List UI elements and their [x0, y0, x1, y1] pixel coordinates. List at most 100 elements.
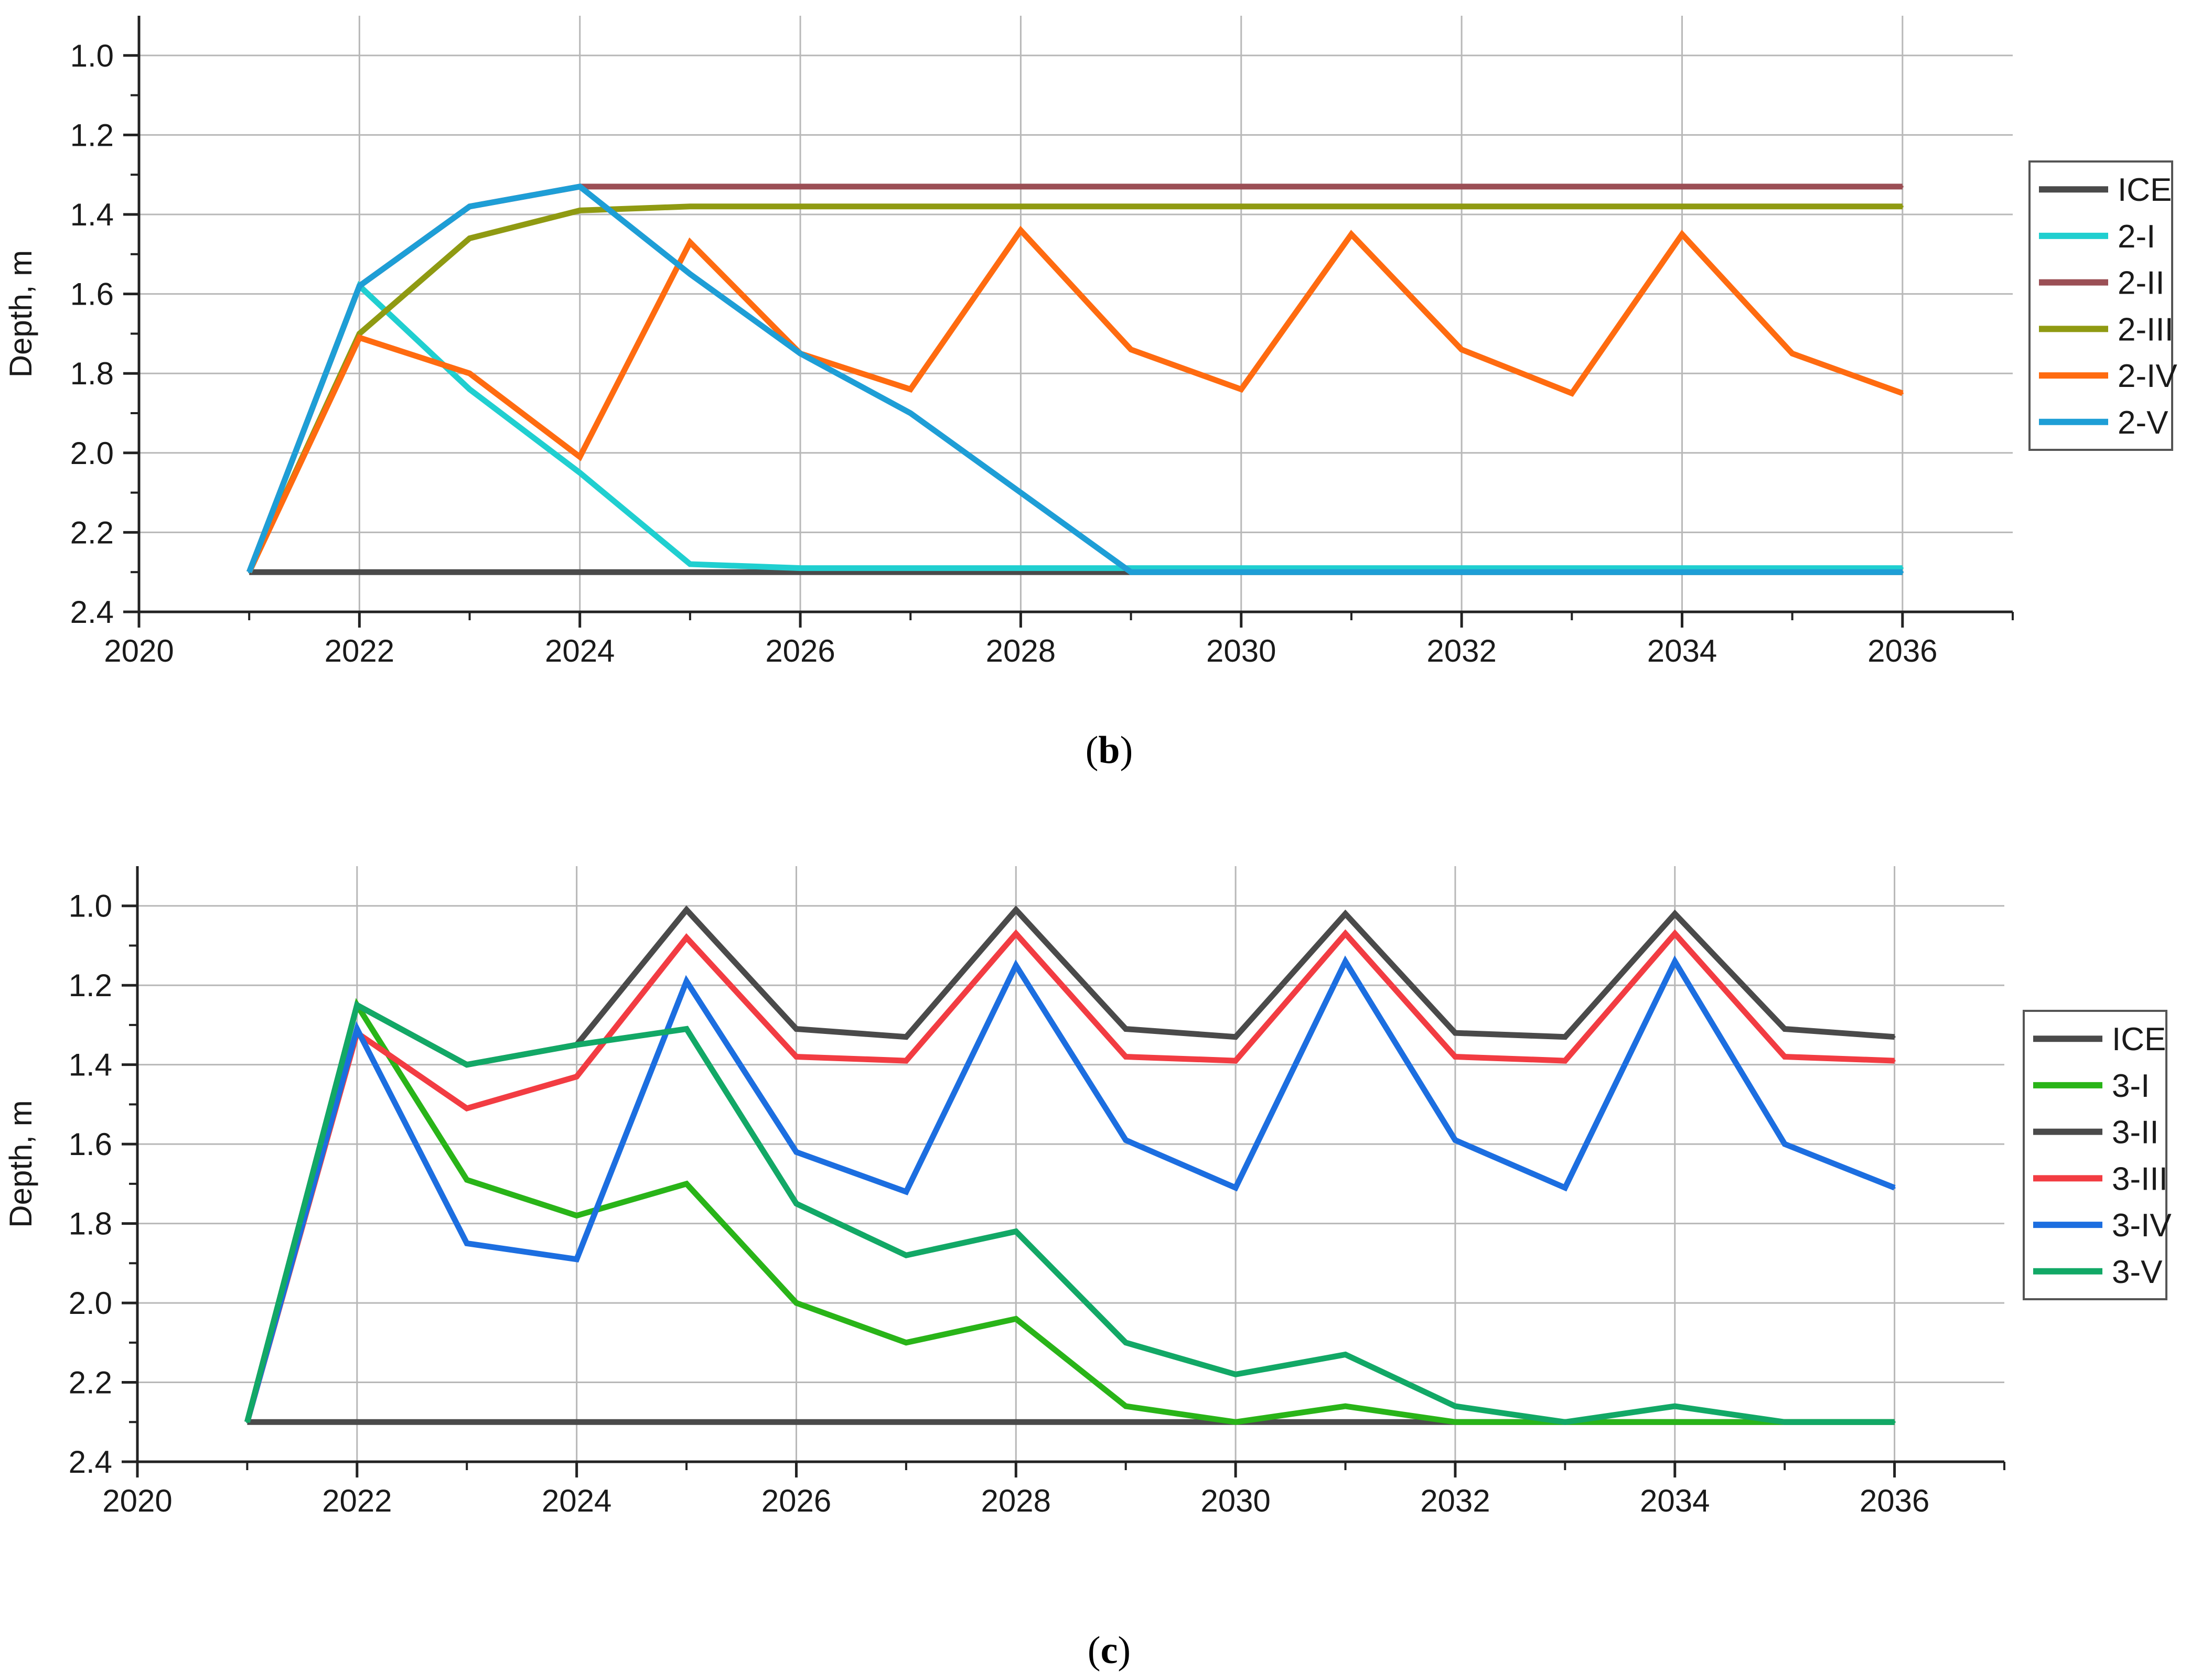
panel-b-point-2-V: [909, 412, 912, 414]
panel-b-point-2-V: [799, 352, 802, 355]
panel-c-y-tick-label: 1.8: [69, 1206, 112, 1242]
panel-b-caption: (b): [1086, 729, 1133, 772]
panel-c-point-3-II: [1893, 1035, 1896, 1038]
panel-b-point-2-V: [358, 285, 361, 287]
panel-b-point-2-II: [1571, 185, 1573, 188]
panel-b-series-2-IV-points: [248, 229, 1904, 574]
panel-c-point-3-I: [1234, 1421, 1237, 1423]
panel-c-point-3-II: [905, 1035, 907, 1038]
panel-c-series-3-IV: [244, 955, 1896, 1423]
panel-b-point-2-V: [1350, 571, 1352, 574]
panel-b-series-2-IV: [246, 225, 1904, 574]
panel-b-point-2-III: [1130, 205, 1132, 208]
panel-c-point-3-I: [1344, 1405, 1347, 1407]
panel-c-caption-open-paren: (: [1088, 1629, 1101, 1672]
panel-c-point-3-V: [1893, 1421, 1896, 1423]
panel-b-point-ICE: [1019, 571, 1022, 574]
panel-c-series-3-III: [244, 929, 1895, 1423]
panel-b-point-2-V: [1130, 571, 1132, 574]
panel-c-point-ICE: [466, 1421, 468, 1423]
panel-c-x-tick-label: 2032: [1420, 1483, 1490, 1518]
panel-b-x-tick-label: 2036: [1867, 633, 1937, 668]
panel-b-point-2-III: [799, 205, 802, 208]
panel-b-point-2-IV: [468, 372, 471, 375]
panel-c-x-tick-label: 2020: [102, 1483, 172, 1518]
panel-b-series-2-I: [246, 281, 1903, 574]
panel-b-point-2-II: [1461, 185, 1463, 188]
panel-c-point-3-IV: [1454, 1139, 1456, 1141]
panel-b-point-ICE: [578, 571, 581, 574]
panel-b-legend-label-ICE: ICE: [2118, 172, 2172, 208]
panel-c-x-tick-label: 2026: [761, 1483, 831, 1518]
panel-b-series-2-V-points: [248, 185, 1904, 574]
panel-b-x-tick-label: 2020: [104, 633, 174, 668]
panel-b-y-tick-label: 2.2: [70, 515, 114, 550]
panel-b-point-2-II: [1019, 185, 1022, 188]
panel-b-caption-close-paren: ): [1120, 729, 1133, 772]
panel-c-point-ICE: [905, 1421, 907, 1423]
panel-c-point-3-IV: [1784, 1143, 1786, 1146]
panel-c-point-3-III: [1015, 932, 1017, 935]
panel-c-point-3-III: [1784, 1055, 1786, 1058]
panel-c-legend-label-3-IV: 3-IV: [2112, 1207, 2172, 1244]
panel-c-x-tick-label: 2036: [1860, 1483, 1929, 1518]
panel-c-point-3-II: [1564, 1035, 1566, 1038]
panel-b-point-2-I: [1350, 567, 1352, 569]
panel-b-grid: [139, 16, 2013, 612]
panel-c-point-3-II: [1673, 912, 1676, 915]
panel-b-point-2-IV: [1901, 392, 1904, 395]
panel-b-legend-label-2-V: 2-V: [2118, 405, 2168, 441]
panel-b-point-2-V: [1571, 571, 1573, 574]
panel-b-point-2-IV: [909, 388, 912, 391]
panel-b-point-2-V: [689, 273, 691, 275]
panel-c-x-tick-label: 2022: [322, 1483, 392, 1518]
panel-b-point-2-V: [1240, 571, 1242, 574]
panel-c-point-3-V: [466, 1063, 468, 1066]
panel-c-caption: (c): [1088, 1629, 1131, 1672]
panel-c-point-3-I: [1015, 1318, 1017, 1320]
panel-b-point-2-III: [1681, 205, 1683, 208]
panel-c-y-tick-label: 1.4: [69, 1048, 112, 1083]
panel-b-point-2-III: [1791, 205, 1794, 208]
panel-c-point-3-III: [466, 1107, 468, 1109]
panel-c-point-3-IV: [1564, 1186, 1566, 1189]
panel-c-point-ICE: [795, 1421, 798, 1423]
panel-b-point-ICE: [799, 571, 802, 574]
panel-c-legend-label-3-V: 3-V: [2112, 1254, 2163, 1290]
panel-b-point-2-III: [1461, 205, 1463, 208]
panel-b-point-2-I: [1240, 567, 1242, 569]
panel-b-point-2-III: [689, 205, 691, 208]
panel-b-y-tick-label: 1.0: [70, 38, 114, 73]
panel-c-point-3-V: [795, 1202, 798, 1205]
panel-c-x-tick-label: 2034: [1640, 1483, 1710, 1518]
panel-c-point-3-III: [575, 1075, 578, 1078]
panel-b-series-2-I-points: [248, 285, 1904, 574]
panel-c-series-3-II: [244, 905, 1895, 1423]
panel-c-point-3-II: [1124, 1028, 1127, 1030]
panel-c-point-ICE: [1015, 1421, 1017, 1423]
panel-b-point-2-III: [1901, 205, 1904, 208]
panel-c-point-3-IV: [466, 1242, 468, 1245]
panel-c-point-ICE: [356, 1421, 358, 1423]
panel-c-caption-letter: c: [1101, 1629, 1118, 1672]
panel-c-point-3-III: [1454, 1055, 1456, 1058]
panel-b-point-2-III: [1019, 205, 1022, 208]
panel-b-point-2-I: [1791, 567, 1794, 569]
panel-c-point-3-V: [1124, 1341, 1127, 1344]
panel-c-series-3-V-points: [246, 1004, 1896, 1423]
panel-b-point-2-II: [1350, 185, 1352, 188]
panel-c-point-3-V: [1015, 1230, 1017, 1233]
panel-b-point-2-III: [1350, 205, 1352, 208]
panel-b-point-2-IV: [1681, 233, 1683, 235]
panel-b-y-axis-title: Depth, m: [3, 250, 38, 377]
panel-c-point-3-I: [466, 1179, 468, 1181]
panel-b-caption-open-paren: (: [1086, 729, 1099, 772]
panel-b-point-2-III: [358, 332, 361, 335]
panel-b-point-2-II: [1791, 185, 1794, 188]
panel-c-point-3-V: [246, 1421, 249, 1423]
panel-c-series-3-III-points: [246, 932, 1896, 1423]
panel-b-point-2-I: [1901, 567, 1904, 569]
panel-c-point-3-IV: [1124, 1139, 1127, 1141]
panel-c-y-axis-title: Depth, m: [3, 1100, 38, 1227]
panel-b-point-2-I: [689, 563, 691, 566]
